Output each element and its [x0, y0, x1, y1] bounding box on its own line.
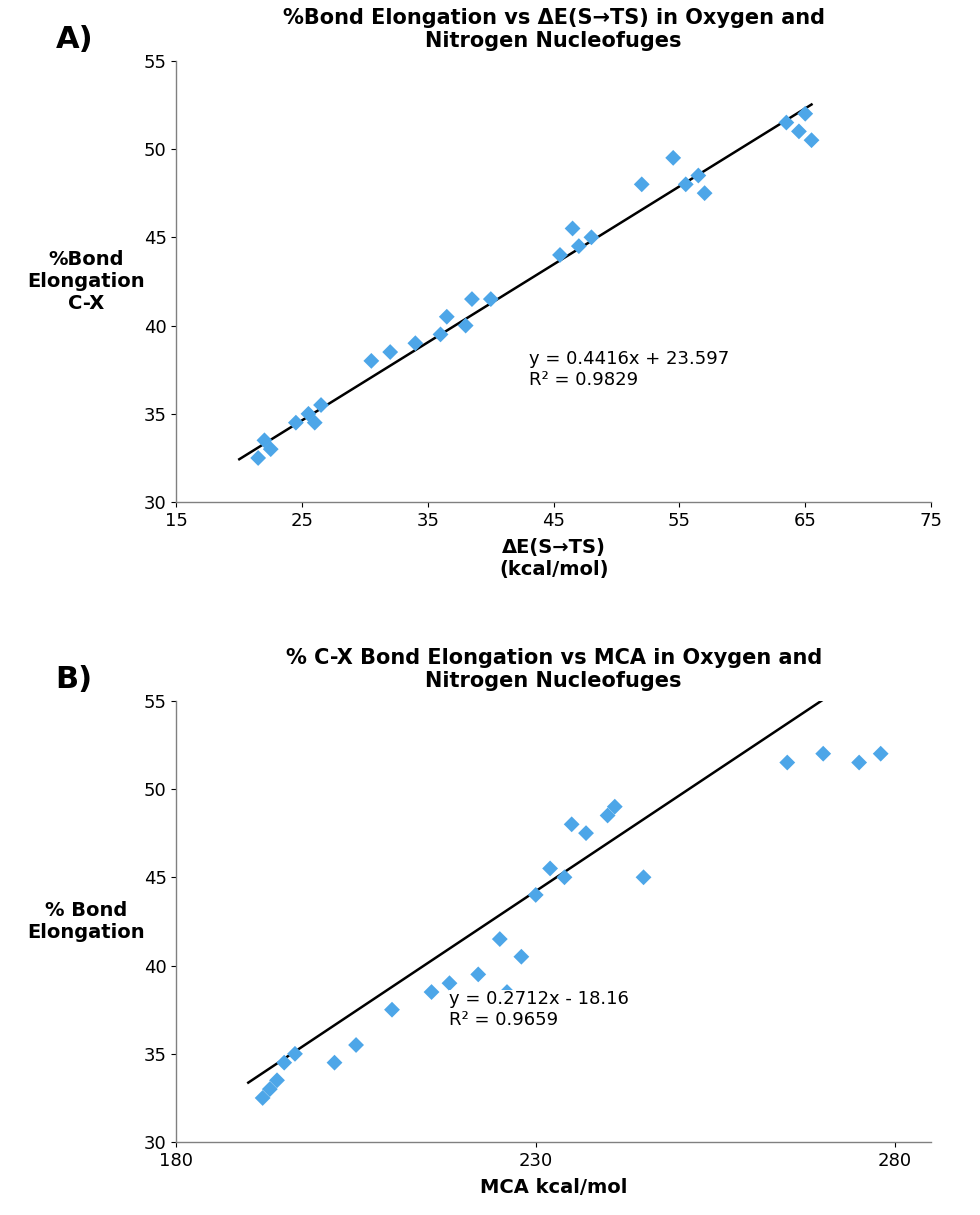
Point	[492, 929, 508, 949]
Point	[257, 430, 272, 450]
X-axis label: MCA kcal/mol: MCA kcal/mol	[480, 1179, 627, 1197]
Point	[384, 1000, 400, 1019]
Point	[798, 104, 813, 124]
Point	[483, 289, 499, 309]
Point	[542, 859, 558, 878]
Point	[458, 316, 473, 335]
Point	[301, 405, 317, 424]
Point	[779, 753, 795, 773]
Point	[364, 351, 379, 371]
Point	[465, 289, 480, 309]
Point	[287, 1044, 303, 1063]
Point	[326, 1053, 342, 1073]
Title: % C-X Bond Elongation vs MCA in Oxygen and
Nitrogen Nucleofuges: % C-X Bond Elongation vs MCA in Oxygen a…	[285, 648, 822, 691]
Point	[255, 1089, 270, 1108]
Point	[552, 245, 567, 265]
Point	[778, 113, 794, 132]
Point	[432, 324, 448, 344]
Point	[852, 753, 867, 773]
Point	[423, 982, 439, 1001]
Point	[314, 395, 329, 414]
Y-axis label: % Bond
Elongation: % Bond Elongation	[27, 900, 145, 942]
Point	[665, 148, 681, 168]
Title: %Bond Elongation vs ΔE(S→TS) in Oxygen and
Nitrogen Nucleofuges: %Bond Elongation vs ΔE(S→TS) in Oxygen a…	[282, 7, 825, 51]
X-axis label: ΔE(S→TS)
(kcal/mol): ΔE(S→TS) (kcal/mol)	[499, 538, 609, 580]
Point	[873, 744, 889, 763]
Point	[564, 219, 580, 238]
Point	[442, 973, 458, 993]
Text: y = 0.2712x - 18.16
R² = 0.9659: y = 0.2712x - 18.16 R² = 0.9659	[450, 990, 629, 1029]
Point	[470, 965, 486, 984]
Point	[263, 440, 278, 459]
Point	[456, 991, 471, 1011]
Text: A): A)	[56, 26, 93, 55]
Point	[636, 868, 652, 887]
Point	[804, 130, 819, 149]
Point	[307, 413, 322, 433]
Point	[578, 824, 594, 843]
Point	[276, 1053, 292, 1073]
Point	[439, 307, 455, 327]
Text: y = 0.4416x + 23.597
R² = 0.9829: y = 0.4416x + 23.597 R² = 0.9829	[528, 350, 729, 389]
Point	[678, 175, 694, 194]
Point	[528, 886, 544, 905]
Point	[270, 1070, 285, 1090]
Point	[691, 165, 707, 185]
Point	[499, 982, 514, 1001]
Point	[408, 333, 423, 352]
Point	[584, 227, 600, 247]
Y-axis label: %Bond
Elongation
C-X: %Bond Elongation C-X	[27, 250, 145, 313]
Point	[262, 1079, 277, 1098]
Point	[607, 797, 622, 816]
Point	[250, 448, 266, 468]
Point	[571, 237, 587, 256]
Point	[348, 1035, 364, 1055]
Point	[514, 946, 529, 966]
Point	[697, 183, 712, 203]
Point	[382, 343, 398, 362]
Point	[557, 868, 572, 887]
Point	[288, 413, 304, 433]
Point	[600, 806, 615, 825]
Point	[564, 814, 579, 833]
Point	[634, 175, 650, 194]
Text: B): B)	[56, 666, 93, 695]
Point	[791, 122, 807, 141]
Point	[815, 744, 831, 763]
